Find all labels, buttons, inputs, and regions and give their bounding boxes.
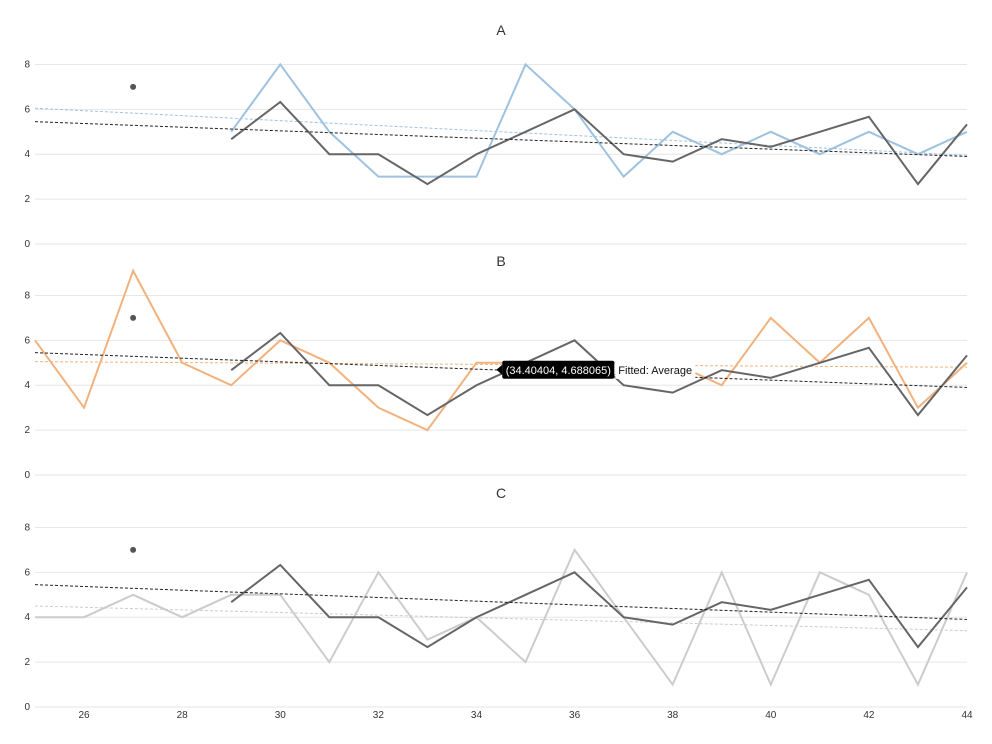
x-tick-label: 28 (177, 710, 189, 721)
average-line (230, 100, 968, 186)
y-tick-label: 8 (24, 59, 30, 70)
tooltip-label-bg (615, 360, 696, 379)
y-tick-label: 0 (24, 239, 30, 250)
x-tick-label: 40 (765, 710, 777, 721)
x-tick-label: 26 (78, 710, 90, 721)
x-tick-label: 42 (863, 710, 875, 721)
x-tick-label: 38 (667, 710, 679, 721)
x-tick-label: 30 (275, 710, 287, 721)
tooltip-pointer (496, 364, 503, 375)
panel-title: B (496, 253, 505, 269)
panel-b: 0 2 4 6 8 B (24, 253, 968, 481)
y-tick-label: 2 (24, 194, 30, 205)
x-tick-label: 44 (961, 710, 973, 721)
data-point (130, 546, 137, 553)
tooltip-box (502, 360, 615, 379)
average-line (230, 563, 968, 649)
tooltip-value: (34.40404, 4.688065) (506, 365, 611, 377)
tooltip: (34.40404, 4.688065) Fitted: Average (496, 360, 696, 379)
series-line-c (35, 547, 968, 688)
trend-line-c (34, 605, 968, 632)
x-tick-label: 32 (373, 710, 385, 721)
y-tick-label: 6 (24, 335, 30, 346)
panel-a: 0 2 4 6 8 A (24, 22, 968, 250)
data-point (130, 314, 137, 321)
series-line-b (34, 268, 968, 432)
y-tick-label: 8 (24, 522, 30, 533)
y-tick-label: 4 (24, 612, 30, 623)
average-trend-line (34, 584, 968, 620)
y-tick-label: 8 (24, 290, 30, 301)
y-tick-label: 6 (24, 567, 30, 578)
y-tick-label: 0 (24, 702, 30, 713)
panel-c: 0 2 4 6 8 C (24, 485, 968, 713)
data-point (130, 83, 137, 90)
y-tick-label: 4 (24, 380, 30, 391)
y-tick-label: 0 (24, 470, 30, 481)
panel-title: A (496, 22, 506, 38)
panel-title: C (496, 485, 506, 501)
y-tick-label: 6 (24, 104, 30, 115)
x-tick-label: 36 (569, 710, 581, 721)
average-trend-line (34, 121, 968, 157)
trend-line-a (34, 107, 968, 156)
y-tick-label: 2 (24, 657, 30, 668)
tooltip-label: Fitted: Average (618, 365, 692, 377)
x-tick-label: 34 (471, 710, 483, 721)
y-tick-label: 4 (24, 149, 30, 160)
y-tick-label: 2 (24, 425, 30, 436)
